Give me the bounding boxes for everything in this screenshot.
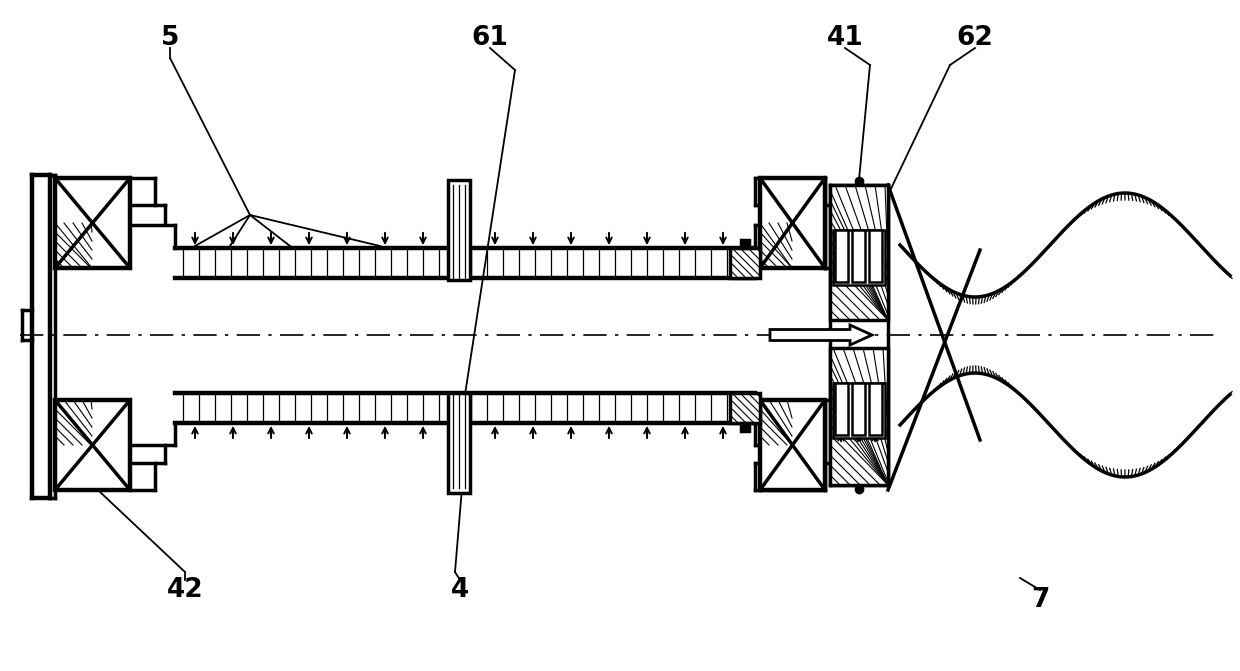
Bar [835, 230, 848, 282]
Bar [760, 178, 825, 268]
Bar [448, 180, 470, 280]
Bar [448, 393, 470, 493]
Bar [55, 400, 130, 490]
Text: 62: 62 [956, 25, 993, 51]
Text: 7: 7 [1030, 587, 1049, 613]
Bar [55, 178, 130, 268]
Bar [830, 185, 888, 320]
Bar [760, 400, 825, 490]
Bar [869, 383, 882, 435]
Text: 4: 4 [451, 577, 469, 603]
Bar [730, 393, 760, 423]
Bar [730, 248, 760, 278]
Text: 5: 5 [161, 25, 180, 51]
Bar [835, 383, 848, 435]
Bar [833, 230, 885, 285]
Text: 61: 61 [471, 25, 508, 51]
Text: 41: 41 [827, 25, 863, 51]
Bar [869, 230, 882, 282]
Bar [742, 240, 749, 248]
Bar [852, 383, 866, 435]
Bar [833, 383, 885, 438]
Bar [852, 230, 866, 282]
Bar [742, 423, 749, 431]
Text: 42: 42 [166, 577, 203, 603]
FancyArrow shape [770, 325, 872, 345]
Bar [830, 348, 888, 485]
